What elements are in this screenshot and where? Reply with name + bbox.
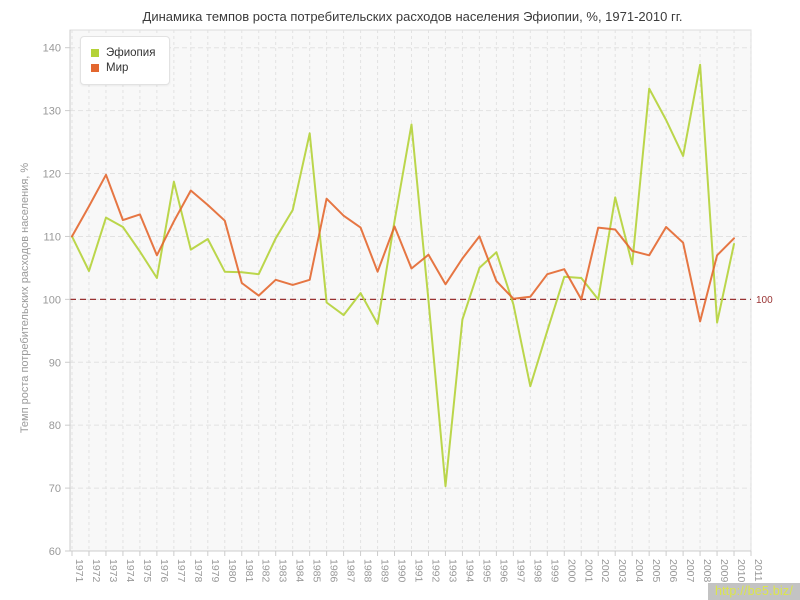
- x-tick-label: 1989: [379, 559, 391, 583]
- x-tick-label: 2002: [599, 559, 611, 583]
- x-tick-label: 1975: [141, 559, 153, 583]
- y-tick-label: 90: [49, 357, 61, 369]
- x-tick-label: 2011: [752, 559, 764, 582]
- y-tick-label: 110: [43, 231, 61, 243]
- world-series-line: [71, 173, 735, 323]
- x-tick-label: 1974: [124, 559, 136, 583]
- x-tick-label: 1983: [277, 559, 289, 583]
- legend-item-world[interactable]: Мир: [91, 62, 155, 74]
- x-tick-label: 1992: [429, 559, 441, 583]
- x-tick-label: 1972: [90, 559, 102, 583]
- x-tick-label: 1981: [243, 559, 255, 583]
- y-tick-label: 120: [43, 169, 61, 181]
- y-tick-label: 140: [43, 43, 61, 55]
- x-tick-label: 1999: [548, 559, 560, 583]
- y-tick-label: 70: [49, 483, 61, 495]
- x-tick-label: 1984: [294, 559, 306, 583]
- x-tick-label: 1997: [514, 559, 526, 583]
- x-tick-label: 1985: [311, 559, 323, 583]
- x-tick-label: 2004: [633, 559, 645, 583]
- x-tick-label: 1990: [396, 559, 408, 583]
- chart-title: Динамика темпов роста потребительских ра…: [142, 9, 683, 24]
- watermark-link[interactable]: http://be5.biz/: [707, 583, 800, 600]
- x-tick-label: 1976: [158, 559, 170, 583]
- reference-line-label: 100: [756, 295, 773, 306]
- x-tick-label: 2000: [565, 559, 577, 583]
- x-tick-label: 1995: [480, 559, 492, 583]
- y-tick-label: 130: [43, 106, 61, 118]
- x-tick-label: 1977: [175, 559, 187, 583]
- x-tick-label: 1978: [192, 559, 204, 583]
- x-tick-label: 2007: [684, 559, 696, 583]
- legend-item-label: Мир: [106, 62, 129, 74]
- x-tick-label: 2009: [718, 559, 730, 583]
- x-tick-label: 1988: [362, 559, 374, 583]
- legend-swatch-icon: [91, 64, 99, 72]
- legend-item-ethiopia[interactable]: Эфиопия: [91, 47, 155, 59]
- legend-box: Эфиопия Мир: [80, 36, 171, 85]
- x-tick-label: 2003: [616, 559, 628, 583]
- x-tick-label: 2005: [650, 559, 662, 583]
- y-tick-label: 80: [49, 420, 61, 432]
- legend-item-label: Эфиопия: [106, 47, 156, 59]
- x-tick-label: 1991: [413, 559, 425, 583]
- x-tick-label: 1980: [226, 559, 238, 583]
- x-tick-label: 1982: [260, 559, 272, 583]
- x-tick-label: 2006: [667, 559, 679, 583]
- x-tick-label: 1986: [328, 559, 340, 583]
- legend-swatch-icon: [91, 49, 99, 57]
- ethiopia-series-line: [71, 63, 735, 488]
- x-tick-label: 2010: [735, 559, 747, 583]
- y-tick-label: 100: [43, 294, 61, 306]
- x-tick-label: 1998: [531, 559, 543, 583]
- x-tick-label: 1993: [446, 559, 458, 583]
- x-tick-label: 1973: [107, 559, 119, 583]
- y-tick-label: 60: [49, 546, 61, 558]
- x-tick-label: 1979: [209, 559, 221, 583]
- x-tick-label: 2001: [582, 559, 594, 583]
- x-tick-label: 1994: [463, 559, 475, 583]
- x-tick-label: 1971: [73, 559, 85, 583]
- x-tick-label: 2008: [701, 559, 713, 583]
- x-tick-label: 1987: [345, 559, 357, 583]
- x-tick-label: 1996: [497, 559, 509, 583]
